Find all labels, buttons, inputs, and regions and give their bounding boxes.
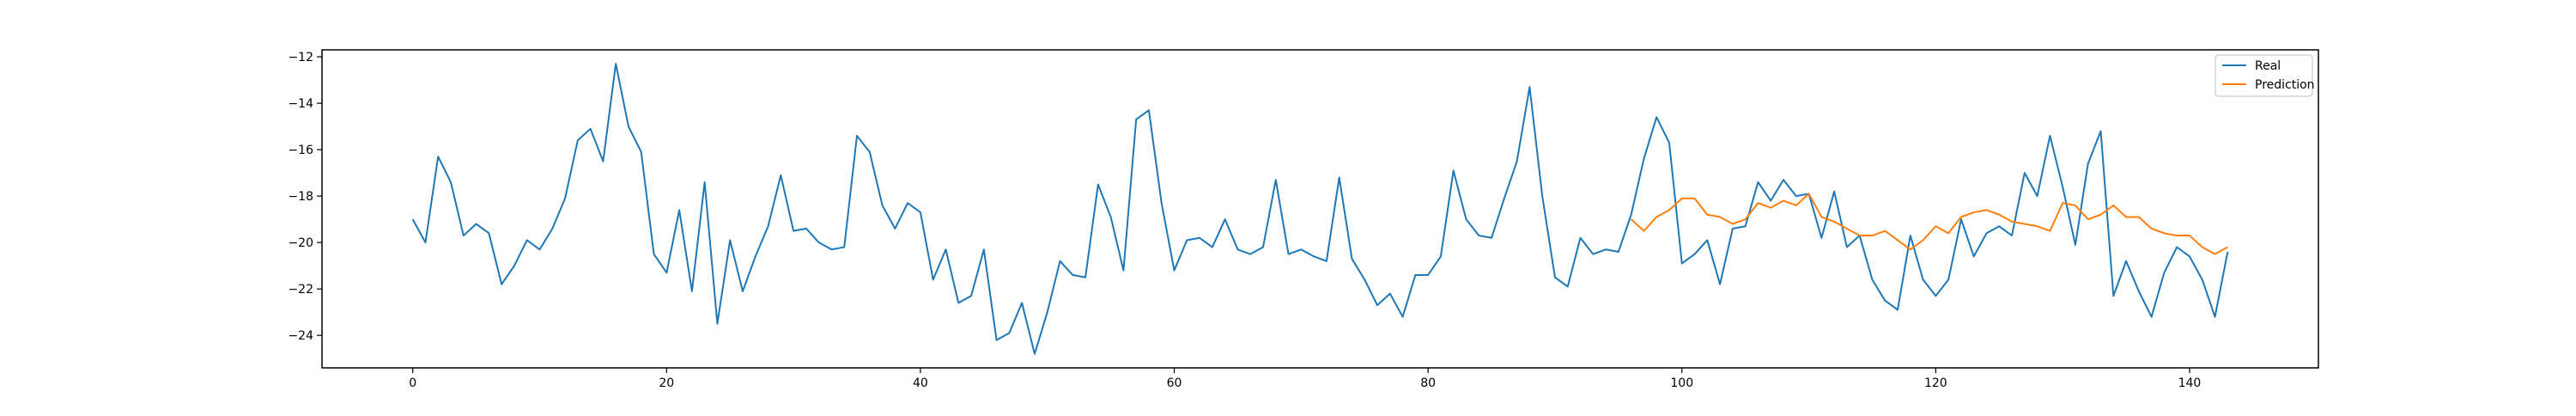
y-axis: −24 −22 −20 −18 −16 −14 −12 [288,51,322,343]
plot-frame [321,49,2319,369]
x-tick-label: 100 [1670,376,1693,390]
y-tick-label: −22 [288,283,313,297]
x-tick-label: 60 [1167,376,1182,390]
series-line-real [411,63,2229,355]
legend-label-prediction: Prediction [2255,78,2315,92]
legend: Real Prediction [2215,54,2315,97]
x-axis: 0 20 40 60 80 100 120 140 [409,368,2201,390]
y-tick-label: −12 [288,51,313,64]
x-tick-label: 120 [1924,376,1947,390]
x-tick-label: 20 [659,376,674,390]
y-tick-label: −14 [288,97,313,111]
y-tick-label: −24 [288,329,313,343]
series-line-prediction [1630,193,2228,255]
x-tick-label: 0 [409,376,416,390]
x-tick-label: 140 [2178,376,2202,390]
x-tick-label: 40 [913,376,928,390]
series-lines [411,63,2229,355]
legend-label-real: Real [2255,59,2281,73]
y-tick-label: −20 [288,236,313,250]
x-tick-label: 80 [1420,376,1436,390]
y-tick-label: −18 [288,190,313,204]
y-tick-label: −16 [288,144,313,157]
